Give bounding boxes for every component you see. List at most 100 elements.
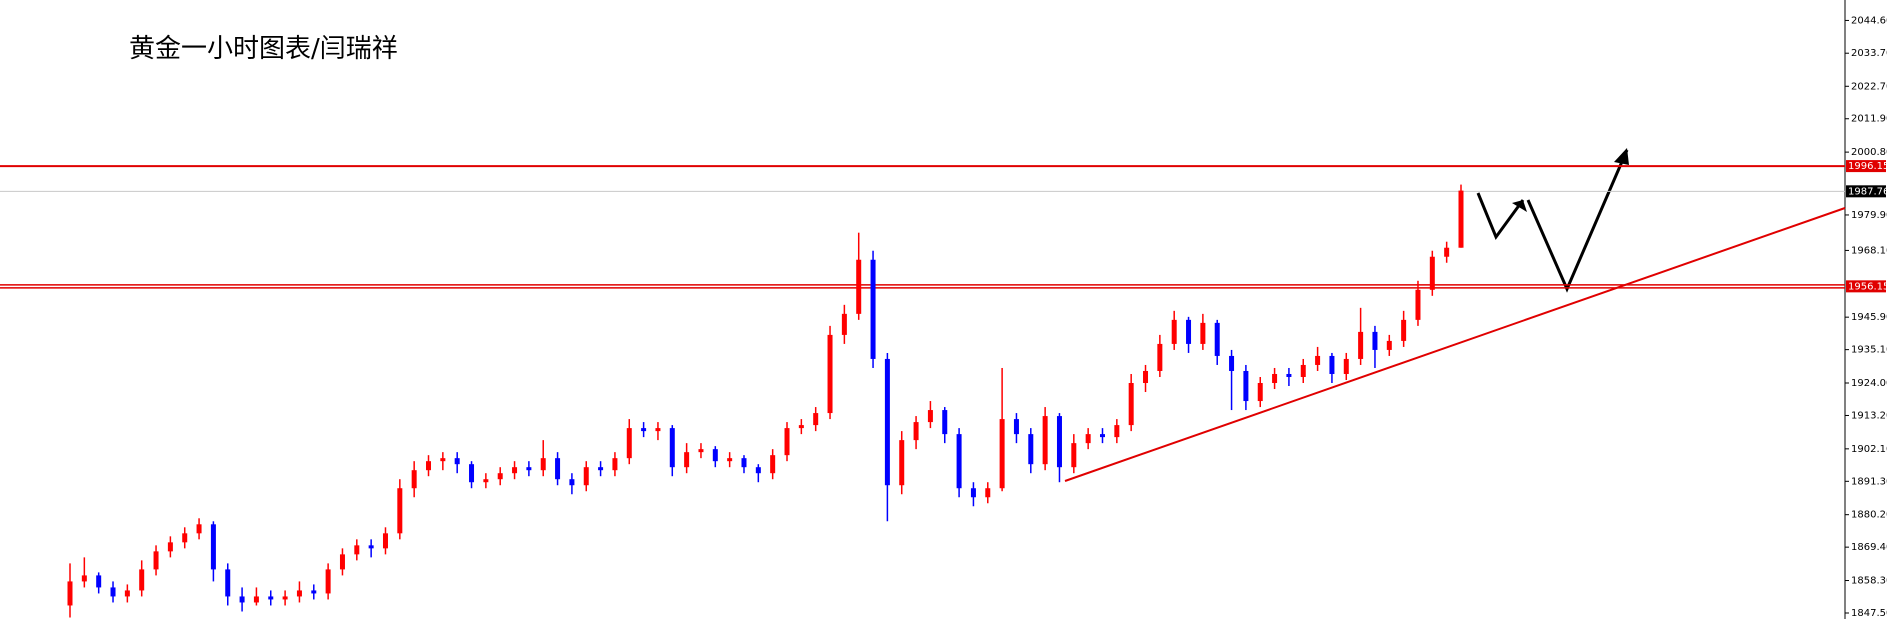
candle-body <box>1013 419 1019 435</box>
candle-body <box>225 569 231 597</box>
candle-body <box>182 533 188 543</box>
candle-body <box>612 458 618 471</box>
candle-body <box>741 458 747 468</box>
candle-body <box>1171 319 1177 344</box>
forecast-arrow <box>1526 149 1629 293</box>
candle-body <box>1028 434 1034 465</box>
candle-body <box>641 428 647 432</box>
candle-body <box>1300 364 1306 377</box>
candle-body <box>1415 289 1421 320</box>
candle-body <box>956 434 962 489</box>
candle-body <box>282 596 288 600</box>
y-tick-label: 2011.90 <box>1851 114 1887 125</box>
candle-body <box>1200 322 1206 344</box>
candle-body <box>655 428 661 432</box>
candle-body <box>1343 358 1349 374</box>
candle-body <box>1358 331 1364 359</box>
y-tick-label: 1968.10 <box>1851 245 1887 256</box>
candle-body <box>1128 383 1134 426</box>
candle-body <box>798 425 804 429</box>
candle-body <box>354 545 360 555</box>
candle-body <box>583 467 589 486</box>
candle-body <box>1329 355 1335 374</box>
price-tag-label: 1996.15 <box>1848 161 1887 172</box>
candle-body <box>540 458 546 471</box>
candle-body <box>684 452 690 468</box>
arrow-head <box>1512 200 1527 212</box>
y-tick-label: 1979.90 <box>1851 210 1887 221</box>
y-tick-label: 1847.50 <box>1851 608 1887 619</box>
y-tick-label: 1880.20 <box>1851 510 1887 521</box>
y-tick-label: 2044.60 <box>1851 15 1887 26</box>
candle-body <box>153 551 159 570</box>
candle-body <box>626 428 632 459</box>
candle-body <box>841 313 847 335</box>
candle-body <box>1229 355 1235 371</box>
candle-body <box>813 413 819 426</box>
y-tick-label: 2033.70 <box>1851 48 1887 59</box>
candle-body <box>555 458 561 480</box>
y-tick-label: 2000.80 <box>1851 147 1887 158</box>
candle-body <box>167 542 173 552</box>
candle-body <box>512 467 518 474</box>
forecast-arrow <box>1476 192 1525 241</box>
price-tag <box>1846 160 1886 173</box>
candle-body <box>999 419 1005 489</box>
candle-body <box>1272 373 1278 384</box>
arrow-head <box>1614 148 1629 165</box>
candle-body <box>1372 331 1378 350</box>
candle-body <box>1257 383 1263 402</box>
candle-body <box>1056 416 1062 468</box>
candle-body <box>1444 247 1450 257</box>
y-tick-label: 1924.00 <box>1851 378 1887 389</box>
candle-body <box>784 428 790 456</box>
candle-body <box>1071 443 1077 468</box>
candle-body <box>985 488 991 498</box>
candle-body <box>426 461 432 471</box>
candle-body <box>253 596 259 603</box>
candle-body <box>1042 416 1048 465</box>
y-tick-label: 1858.30 <box>1851 576 1887 587</box>
candle-body <box>1243 370 1249 402</box>
y-tick-label: 1902.10 <box>1851 444 1887 455</box>
candle-body <box>483 479 489 483</box>
y-tick-label: 1869.40 <box>1851 542 1887 553</box>
candle-body <box>268 596 274 600</box>
candle-body <box>110 587 116 597</box>
y-tick-label: 2022.70 <box>1851 81 1887 92</box>
candle-body <box>1099 434 1105 438</box>
candle-body <box>210 524 216 570</box>
candle-body <box>884 358 890 486</box>
candle-body <box>913 422 919 441</box>
y-tick-label: 1891.30 <box>1851 476 1887 487</box>
candle-body <box>469 464 475 483</box>
candle-body <box>1114 425 1120 438</box>
candle-body <box>368 545 374 549</box>
candle-body <box>497 473 503 480</box>
y-tick-label: 1935.10 <box>1851 345 1887 356</box>
price-tag-label: 1956.15 <box>1848 281 1887 292</box>
candle-body <box>1157 343 1163 371</box>
candle-body <box>239 596 245 603</box>
candle-body <box>139 569 145 591</box>
candle-body <box>827 334 833 414</box>
candle-body <box>942 410 948 435</box>
candle-body <box>1315 355 1321 365</box>
candle-body <box>598 467 604 471</box>
analysis-drawings <box>1064 148 1846 482</box>
candle-body <box>1286 373 1292 377</box>
candle-body <box>397 488 403 534</box>
chart-title: 黄金一小时图表/闫瑞祥 <box>129 34 398 64</box>
candle-body <box>67 581 73 606</box>
candle-body <box>755 467 761 474</box>
candle-body <box>81 575 87 582</box>
candle-body <box>311 590 317 594</box>
candle-body <box>1429 256 1435 290</box>
candle-body <box>727 458 733 462</box>
candle-body <box>454 458 460 465</box>
candle-body <box>870 259 876 359</box>
candle-body <box>325 569 331 594</box>
candle-body <box>712 449 718 462</box>
candle-body <box>899 440 905 486</box>
